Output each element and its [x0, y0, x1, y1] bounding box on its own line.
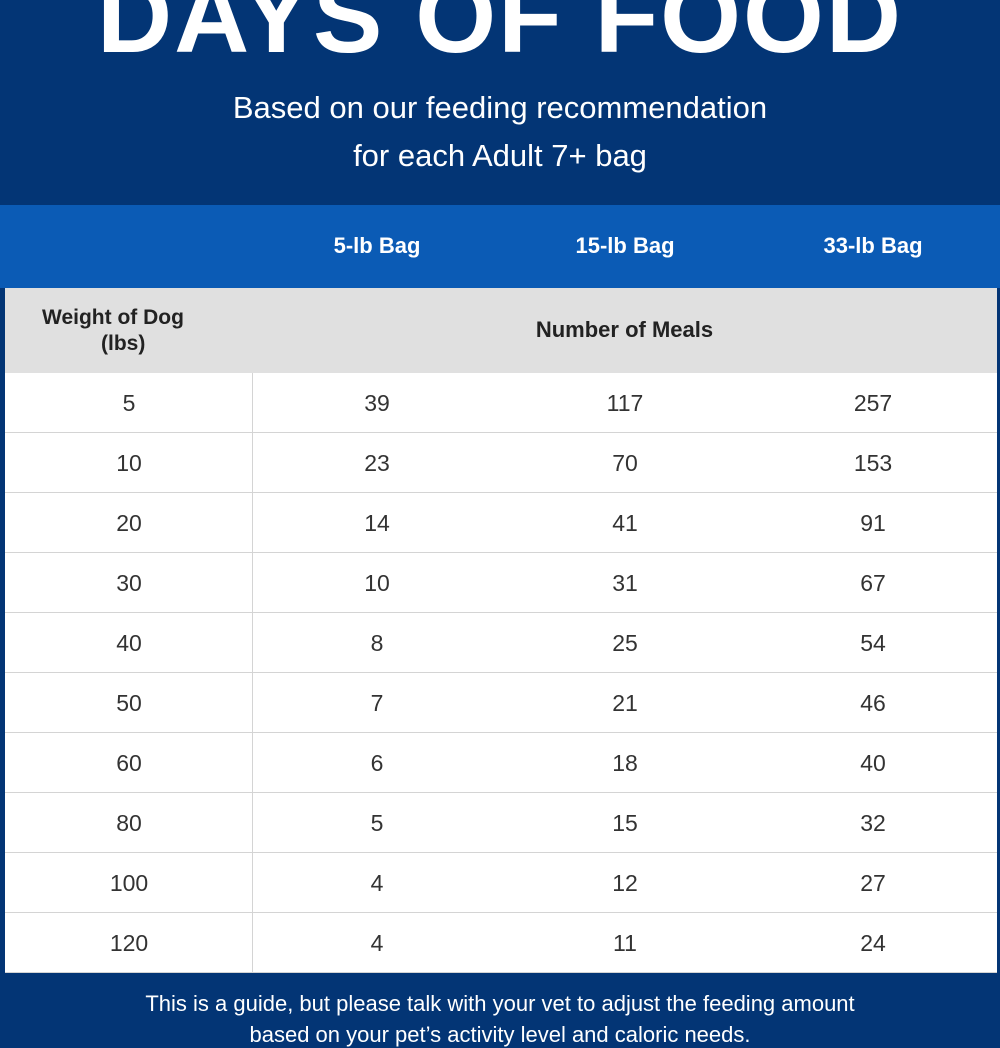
table-row: 20 14 41 91	[5, 493, 997, 553]
table-cell: 70	[612, 450, 638, 476]
table-row: 100 4 12 27	[5, 853, 997, 913]
table-cell: 24	[860, 930, 886, 956]
table-row: 50 7 21 46	[5, 673, 997, 733]
table-cell: 18	[612, 750, 638, 776]
table-row: 30 10 31 67	[5, 553, 997, 613]
table-cell: 40	[116, 630, 142, 656]
table-cell: 100	[109, 870, 149, 896]
table-cell: 10	[364, 570, 390, 596]
table-row: 10 23 70 153	[5, 433, 997, 493]
table-cell: 39	[364, 390, 390, 416]
column-divider	[252, 373, 253, 973]
table-cell: 25	[612, 630, 638, 656]
table-cell: 20	[116, 510, 142, 536]
table-cell: 27	[860, 870, 886, 896]
table-cell: 117	[606, 390, 644, 416]
table-cell: 4	[370, 930, 384, 956]
table-cell: 40	[860, 750, 886, 776]
table-cell: 257	[853, 390, 893, 416]
table-row: 5 39 117 257	[5, 373, 997, 433]
column-header: 33-lb Bag	[823, 233, 923, 258]
row-header: (lbs)	[101, 332, 146, 355]
table-cell: 6	[370, 750, 384, 776]
table-row: 60 6 18 40	[5, 733, 997, 793]
table-cell: 23	[364, 450, 390, 476]
table-cell: 54	[860, 630, 886, 656]
group-header: Number of Meals	[535, 317, 714, 342]
table-cell: 10	[116, 450, 142, 476]
subheader-band	[5, 288, 997, 373]
subtitle: Based on our feeding recommendation	[232, 90, 768, 125]
table-cell: 15	[612, 810, 638, 836]
title: DAYS OF FOOD	[96, 0, 904, 75]
table-row: 120 4 11 24	[5, 913, 997, 973]
table-cell: 50	[116, 690, 142, 716]
footer-text: based on your pet’s activity level and c…	[249, 1022, 751, 1047]
table-cell: 120	[109, 930, 149, 956]
table-cell: 5	[370, 810, 384, 836]
table-cell: 21	[612, 690, 638, 716]
table-cell: 31	[612, 570, 638, 596]
table-cell: 4	[370, 870, 384, 896]
table-cell: 41	[612, 510, 638, 536]
table-body	[5, 373, 997, 973]
table-cell: 14	[364, 510, 390, 536]
table-row: 40 8 25 54	[5, 613, 997, 673]
column-header: 15-lb Bag	[575, 233, 675, 258]
table-cell: 46	[860, 690, 886, 716]
table-cell: 60	[116, 750, 142, 776]
row-header: Weight of Dog	[42, 306, 184, 329]
table-cell: 7	[370, 690, 384, 716]
table-cell: 91	[860, 510, 886, 536]
subtitle: for each Adult 7+ bag	[353, 138, 647, 173]
table-cell: 30	[116, 570, 142, 596]
table-cell: 5	[122, 390, 136, 416]
table-row: 80 5 15 32	[5, 793, 997, 853]
column-header: 5-lb Bag	[333, 233, 421, 258]
footer-text: This is a guide, but please talk with yo…	[145, 991, 855, 1016]
table-cell: 153	[853, 450, 893, 476]
table-cell: 67	[860, 570, 886, 596]
table-cell: 12	[612, 870, 638, 896]
table-cell: 32	[860, 810, 886, 836]
table-cell: 80	[116, 810, 142, 836]
header-band	[0, 205, 1000, 288]
table-cell: 11	[613, 930, 637, 956]
table-cell: 8	[370, 630, 384, 656]
